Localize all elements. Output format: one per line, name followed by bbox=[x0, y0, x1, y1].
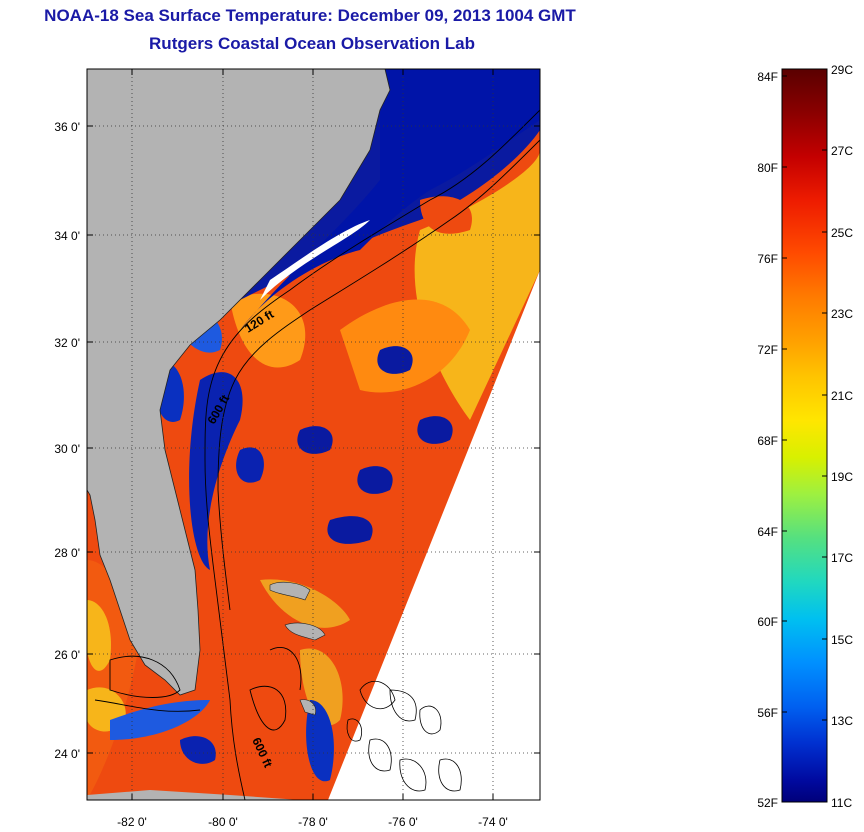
lat-label-26: 26 0' bbox=[54, 648, 80, 662]
map-title: NOAA-18 Sea Surface Temperature: Decembe… bbox=[44, 6, 576, 25]
lat-label-32: 32 0' bbox=[54, 336, 80, 350]
lat-label-24: 24 0' bbox=[54, 747, 80, 761]
lat-label-30: 30 0' bbox=[54, 442, 80, 456]
lon-label-74: -74 0' bbox=[478, 815, 508, 829]
lon-label-82: -82 0' bbox=[117, 815, 147, 829]
land-mask bbox=[87, 69, 391, 800]
lat-label-34: 34 0' bbox=[54, 229, 80, 243]
lon-label-80: -80 0' bbox=[208, 815, 238, 829]
lon-label-78: -78 0' bbox=[298, 815, 328, 829]
map-ticks bbox=[87, 69, 540, 800]
island-outlines bbox=[346, 680, 462, 792]
lat-label-36: 36 0' bbox=[54, 120, 80, 134]
lat-label-28: 28 0' bbox=[54, 546, 80, 560]
map-subtitle: Rutgers Coastal Ocean Observation Lab bbox=[149, 34, 475, 53]
bathymetry-contours bbox=[94, 109, 540, 800]
lon-label-76: -76 0' bbox=[388, 815, 418, 829]
